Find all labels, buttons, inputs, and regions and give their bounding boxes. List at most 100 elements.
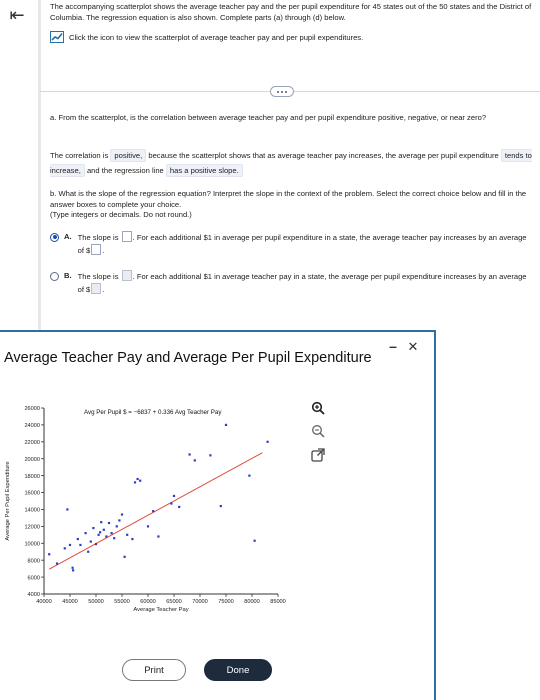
option-b-text-1: The slope is: [77, 272, 119, 281]
x-tick-label: 65000: [166, 599, 182, 605]
option-a-letter: A.: [64, 232, 72, 241]
part-b-hint: (Type integers or decimals. Do not round…: [50, 210, 192, 219]
data-point: [131, 537, 134, 541]
data-point: [76, 537, 79, 541]
data-point: [152, 510, 155, 513]
x-tick-label: 55000: [114, 599, 130, 605]
data-point: [133, 481, 137, 484]
y-tick-label: 4000: [28, 592, 40, 598]
option-a-period: .: [102, 246, 105, 255]
zoom-in-icon[interactable]: [311, 401, 325, 415]
y-tick-label: 16000: [24, 491, 40, 497]
data-point: [126, 533, 129, 536]
y-tick-label: 8000: [28, 558, 40, 564]
data-point: [146, 525, 150, 528]
part-a-answer: The correlation is positive, because the…: [50, 148, 538, 178]
scatterplot-chart: 4000 6000 8000 10000 12000 14000 16000 18000 200…: [0, 398, 330, 628]
data-point: [157, 535, 160, 538]
scatterplot-link[interactable]: Click the icon to view the scatterplot o…: [50, 31, 363, 43]
part-a-middle: because the scatterplot shows that as av…: [148, 151, 499, 160]
x-tick-label: 60000: [140, 599, 156, 605]
minimize-icon[interactable]: –: [389, 338, 397, 354]
data-point: [102, 528, 105, 531]
option-b-slope-input[interactable]: [121, 270, 132, 281]
data-point: [118, 519, 121, 522]
part-a-question: a. From the scatterplot, is the correlat…: [50, 113, 487, 122]
left-divider: [38, 0, 41, 330]
x-tick-label: 85000: [270, 599, 286, 605]
problem-intro: The accompanying scatterplot shows the a…: [50, 2, 532, 22]
close-icon[interactable]: ✕: [407, 339, 419, 354]
y-tick-label: 20000: [24, 457, 40, 463]
slope-dropdown[interactable]: has a positive slope.: [165, 164, 243, 177]
data-point: [178, 505, 181, 509]
zoom-out-icon[interactable]: [311, 424, 325, 438]
y-tick-label: 24000: [24, 423, 40, 429]
data-point: [209, 454, 212, 457]
data-point: [193, 459, 196, 462]
data-point: [136, 477, 139, 481]
data-point: [139, 479, 142, 482]
y-axis-label: Average Per Pupil Expenditure: [5, 461, 11, 540]
data-point: [87, 550, 90, 553]
regression-line: [48, 452, 263, 570]
option-a[interactable]: A. The slope is . For each additional $1…: [50, 231, 532, 257]
scatterplot-link-text[interactable]: Click the icon to view the scatterplot o…: [69, 32, 364, 42]
x-tick-label: 80000: [244, 599, 260, 605]
data-point: [92, 526, 95, 530]
option-a-text-2: . For each additional $1 in average per …: [77, 233, 527, 255]
part-a-middle-2: and the regression line: [86, 166, 164, 175]
scatterplot-svg: 4000 6000 8000 10000 12000 14000 16000 18000 200…: [5, 406, 286, 613]
data-point: [120, 513, 124, 516]
correlation-dropdown[interactable]: positive,: [110, 149, 147, 162]
data-point: [219, 504, 222, 508]
option-b-radio[interactable]: [50, 271, 59, 281]
data-point: [123, 555, 126, 558]
x-tick-label: 70000: [192, 599, 208, 605]
x-tick-label: 50000: [88, 599, 104, 605]
data-point: [100, 521, 103, 524]
y-tick-label: 18000: [24, 474, 40, 480]
option-a-amount-input[interactable]: [91, 244, 102, 255]
data-point: [115, 525, 118, 528]
data-point: [48, 553, 51, 556]
data-point: [105, 535, 108, 538]
more-options-button[interactable]: [270, 86, 294, 97]
data-point: [84, 532, 87, 535]
done-button[interactable]: Done: [204, 659, 272, 681]
chart-line-icon[interactable]: [50, 31, 64, 43]
data-point: [170, 502, 173, 505]
back-arrow-icon[interactable]: ⇤: [9, 5, 25, 25]
y-tick-label: 6000: [28, 575, 40, 581]
part-b-question: b. What is the slope of the regression e…: [50, 189, 527, 209]
data-point: [99, 531, 102, 534]
data-point: [79, 543, 82, 547]
dialog-title: Average Teacher Pay and Average Per Pupi…: [4, 350, 372, 366]
option-b-letter: B.: [64, 271, 72, 280]
part-a-prefix: The correlation is: [50, 151, 109, 160]
y-tick-label: 10000: [24, 541, 40, 547]
print-button[interactable]: Print: [122, 659, 186, 681]
scatterplot-dialog: Average Teacher Pay and Average Per Pupi…: [0, 330, 436, 700]
x-axis-label: Average Teacher Pay: [133, 607, 188, 613]
option-a-radio[interactable]: [50, 232, 59, 242]
option-b-period: .: [102, 285, 105, 294]
data-point: [72, 569, 75, 572]
data-point: [248, 474, 251, 477]
data-point: [97, 533, 100, 536]
option-b[interactable]: B. The slope is . For each additional $1…: [50, 270, 532, 296]
data-point: [71, 566, 74, 569]
open-external-icon[interactable]: [311, 448, 325, 462]
y-tick-label: 22000: [24, 440, 40, 446]
data-point: [253, 539, 256, 542]
option-b-amount-input[interactable]: [91, 283, 102, 294]
data-point: [66, 508, 69, 511]
option-a-slope-input[interactable]: [121, 231, 132, 242]
option-a-text-1: The slope is: [77, 233, 119, 242]
data-point: [110, 532, 113, 535]
data-point: [113, 537, 116, 540]
data-point: [63, 547, 66, 550]
y-tick-label: 26000: [24, 406, 40, 412]
data-point: [188, 453, 191, 456]
y-tick-label: 14000: [24, 508, 40, 514]
